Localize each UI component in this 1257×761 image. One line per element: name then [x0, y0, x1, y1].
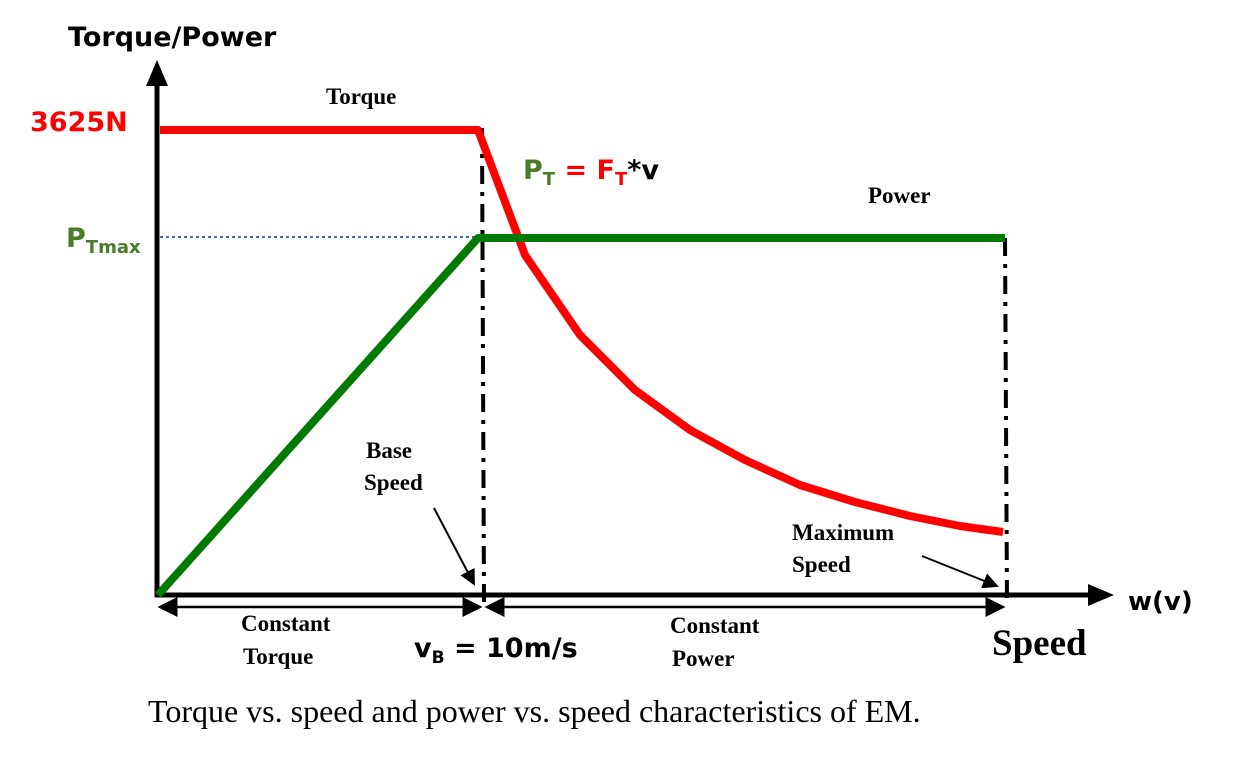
power-formula: PT = FT*v: [523, 155, 659, 190]
formula-p-subscript: T: [543, 169, 556, 190]
vb-value: = 10m/s: [445, 633, 578, 664]
speed-axis-label: Speed: [992, 623, 1087, 664]
power-curve-label: Power: [868, 183, 931, 208]
x-axis-arrowhead: [1088, 584, 1114, 606]
p-tmax-label: PTmax: [66, 223, 141, 258]
vb-subscript: B: [432, 648, 445, 668]
formula-equals: =: [555, 155, 596, 186]
torque-curve-label: Torque: [326, 84, 396, 109]
base-speed-label-line1: Base: [366, 438, 412, 463]
formula-p: P: [523, 155, 543, 186]
constant-torque-label-line2: Torque: [243, 644, 313, 669]
x-axis-title: w(v): [1128, 587, 1193, 617]
p-tmax-subscript: Tmax: [86, 237, 141, 258]
y-axis-title: Torque/Power: [68, 22, 277, 53]
figure-caption: Torque vs. speed and power vs. speed cha…: [148, 693, 921, 729]
p-tmax-main: P: [66, 223, 86, 254]
formula-tail: *v: [627, 155, 659, 186]
constant-power-label-line2: Power: [672, 646, 735, 671]
formula-f: F: [597, 155, 615, 186]
base-speed-label-line2: Speed: [364, 470, 423, 495]
base-speed-pointer-arrow: [433, 507, 475, 586]
base-speed-value-label: vB = 10m/s: [414, 633, 578, 668]
vb-main: v: [414, 633, 432, 664]
max-speed-vertical-line: [1003, 237, 1009, 603]
max-speed-label-line2: Speed: [792, 552, 851, 577]
constant-power-label-line1: Constant: [670, 613, 760, 638]
torque-value-label: 3625N: [30, 107, 128, 138]
max-speed-label-line1: Maximum: [792, 520, 894, 545]
power-curve: [155, 234, 1005, 598]
formula-f-subscript: T: [615, 169, 628, 190]
y-axis-arrowhead: [146, 60, 168, 86]
base-speed-vertical-line: [480, 127, 486, 603]
max-speed-pointer-arrow: [921, 555, 999, 589]
constant-torque-label-line1: Constant: [241, 611, 331, 636]
